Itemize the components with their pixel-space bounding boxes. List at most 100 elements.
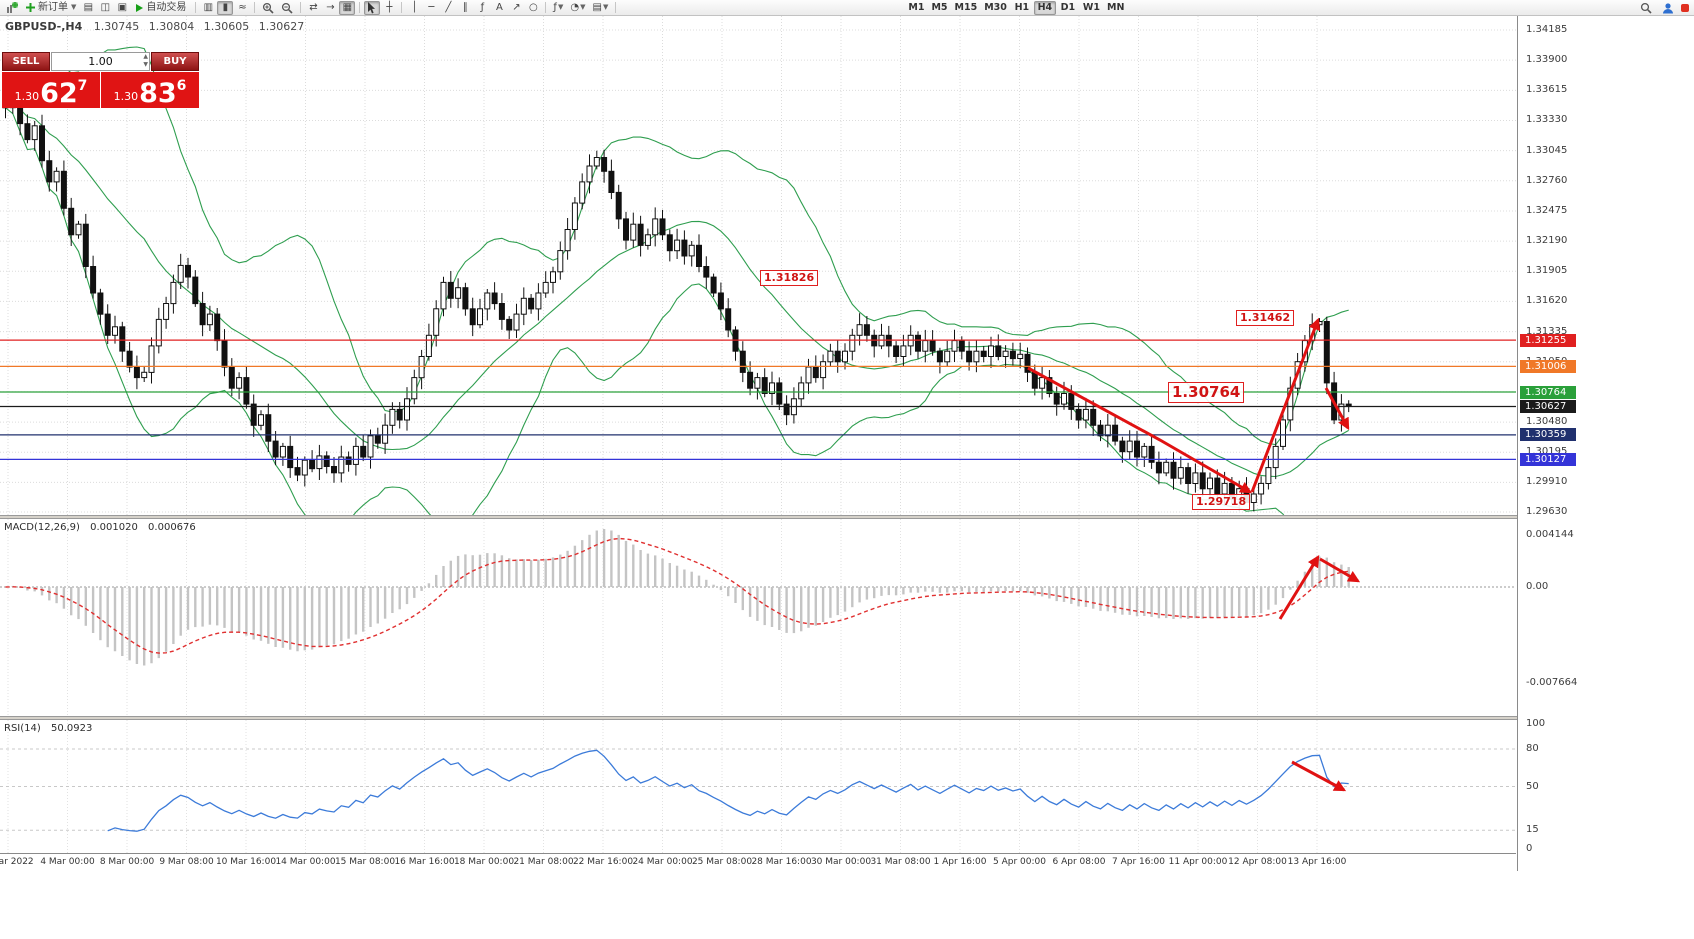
timeframe-m15[interactable]: M15 xyxy=(954,1,978,13)
trendline-tool[interactable]: ╱ xyxy=(445,1,452,13)
price-annotation[interactable]: 1.31462 xyxy=(1236,310,1295,326)
price-axis-label: 1.33330 xyxy=(1526,114,1568,126)
candle-chart-button[interactable]: ▮ xyxy=(217,0,234,15)
user-icon xyxy=(1663,2,1673,13)
chart-shift-button[interactable]: → xyxy=(326,1,335,13)
macd-label: MACD(12,26,9) 0.001020 0.000676 xyxy=(4,522,203,533)
price-level-tag: 1.31255 xyxy=(1520,333,1576,347)
volume-input[interactable]: 1.00 ▲ ▼ xyxy=(51,52,150,71)
toolbar-separator xyxy=(401,2,403,13)
time-axis-label: 31 Mar 08:00 xyxy=(870,857,931,867)
buy-price-point: 6 xyxy=(176,78,187,94)
rsi-canvas[interactable] xyxy=(0,720,1516,853)
price-axis-label: 1.29630 xyxy=(1526,506,1568,517)
new-order-button[interactable]: 新订单 ▼ xyxy=(22,1,79,15)
volume-spinner[interactable]: ▲ ▼ xyxy=(143,53,148,68)
price-axis-label: 1.33615 xyxy=(1526,84,1568,96)
autotrade-label: 自动交易 xyxy=(146,1,187,13)
zoom-out-button[interactable] xyxy=(278,1,296,15)
price-level-tag: 1.30764 xyxy=(1520,385,1576,399)
timeframe-m5[interactable]: M5 xyxy=(931,1,948,13)
price-axis-label: 1.32475 xyxy=(1526,204,1568,216)
timeframe-m30[interactable]: M30 xyxy=(984,1,1007,13)
crosshair-button[interactable]: ┼ xyxy=(386,1,393,13)
search-button[interactable] xyxy=(1637,1,1655,15)
cursor-button[interactable] xyxy=(364,0,381,15)
timeframe-w1[interactable]: W1 xyxy=(1082,1,1100,13)
sell-price-figure: 1.30 xyxy=(14,90,40,103)
periods-button[interactable]: ◔ ▼ xyxy=(570,1,586,13)
horizontal-line-tool[interactable]: ─ xyxy=(428,1,435,13)
search-icon xyxy=(1640,2,1652,14)
price-chart-canvas[interactable] xyxy=(0,16,1516,515)
zoom-in-button[interactable] xyxy=(259,1,277,15)
line-chart-button[interactable]: ≈ xyxy=(238,1,247,13)
panel-separator[interactable] xyxy=(0,716,1694,720)
plus-icon xyxy=(26,3,35,12)
templates-button[interactable]: ▤ ▼ xyxy=(592,1,609,13)
price-annotation[interactable]: 1.29718 xyxy=(1192,494,1251,510)
symbol-title: GBPUSD-,H4 xyxy=(5,20,83,33)
timeframe-m1[interactable]: M1 xyxy=(908,1,925,13)
time-axis-label: 25 Mar 08:00 xyxy=(691,857,753,867)
market-watch-button[interactable]: ▤ xyxy=(83,1,94,13)
play-icon xyxy=(136,3,144,12)
fibonacci-tool[interactable]: ƒ xyxy=(480,1,485,13)
terminal-button[interactable]: ▣ xyxy=(117,1,128,13)
new-chart-button[interactable] xyxy=(3,1,21,15)
buy-button[interactable]: BUY xyxy=(151,52,199,71)
price-level-tag: 1.30359 xyxy=(1520,428,1576,442)
price-scale[interactable]: 1.34185 1.33900 1.33615 1.33330 1.33045 1.327… xyxy=(1517,16,1694,871)
autotrade-button[interactable]: 自动交易 xyxy=(131,1,191,15)
macd-value-main: 0.001020 xyxy=(90,522,138,533)
shapes-tool[interactable]: ○ xyxy=(529,1,538,13)
notification-badge[interactable] xyxy=(1681,3,1689,12)
rsi-value: 50.0923 xyxy=(50,723,93,734)
time-axis-label: 16 Mar 16:00 xyxy=(394,857,455,867)
rsi-axis-label: 15 xyxy=(1526,824,1539,836)
price-annotation[interactable]: 1.30764 xyxy=(1168,382,1245,403)
indicators-button[interactable]: ƒ ▼ xyxy=(553,1,564,13)
price-chart-panel: GBPUSD-,H4 1.30745 1.30804 1.30605 1.306… xyxy=(0,16,1516,515)
toolbar-separator xyxy=(615,2,617,13)
time-axis[interactable]: 3 Mar 2022 4 Mar 00:00 8 Mar 00:00 9 Mar 08… xyxy=(0,853,1516,871)
timeframe-h4[interactable]: H4 xyxy=(1033,0,1056,15)
navigator-button[interactable]: ◫ xyxy=(100,1,111,13)
price-axis-label: 1.30480 xyxy=(1526,416,1568,428)
user-button[interactable] xyxy=(1659,1,1677,15)
bar-chart-button[interactable]: ▥ xyxy=(203,1,214,13)
timeframe-d1[interactable]: D1 xyxy=(1060,1,1076,13)
price-axis-label: 1.32760 xyxy=(1526,174,1568,186)
chart-ohlc-header: GBPUSD-,H4 1.30745 1.30804 1.30605 1.306… xyxy=(5,20,310,33)
bottom-space xyxy=(0,871,1694,939)
ohlc-close: 1.30627 xyxy=(258,20,305,33)
macd-panel: MACD(12,26,9) 0.001020 0.000676 xyxy=(0,519,1516,716)
rsi-axis-label: 0 xyxy=(1526,843,1533,854)
macd-title: MACD(12,26,9) xyxy=(4,522,80,533)
buy-price-display[interactable]: 1.30 83 6 xyxy=(101,72,199,108)
arrow-tool[interactable]: ↗ xyxy=(512,1,521,13)
panel-separator[interactable] xyxy=(0,515,1694,519)
time-axis-label: 11 Apr 00:00 xyxy=(1168,857,1228,867)
sell-price-display[interactable]: 1.30 62 7 xyxy=(2,72,100,108)
macd-axis-label: 0.00 xyxy=(1526,581,1549,592)
macd-canvas[interactable] xyxy=(0,519,1516,716)
vertical-line-tool[interactable]: │ xyxy=(411,1,418,13)
price-level-tag: 1.30627 xyxy=(1520,400,1576,413)
channel-tool[interactable]: ∥ xyxy=(462,1,468,13)
time-axis-label: 1 Apr 16:00 xyxy=(933,857,987,867)
text-tool[interactable]: A xyxy=(495,1,503,13)
time-axis-label: 10 Mar 16:00 xyxy=(215,857,277,867)
ohlc-low: 1.30605 xyxy=(203,20,250,33)
timeframe-mn[interactable]: MN xyxy=(1106,1,1125,13)
sell-button[interactable]: SELL xyxy=(2,52,50,71)
timeframe-h1[interactable]: H1 xyxy=(1014,1,1030,13)
time-axis-label: 30 Mar 00:00 xyxy=(810,857,872,867)
ohlc-open: 1.30745 xyxy=(93,20,140,33)
grid-button[interactable]: ▦ xyxy=(339,0,356,15)
autoscroll-button[interactable]: ⇄ xyxy=(309,1,318,13)
time-axis-label: 4 Mar 00:00 xyxy=(40,857,95,867)
price-annotation[interactable]: 1.31826 xyxy=(760,270,819,286)
toolbar-separator xyxy=(254,2,256,13)
toolbar-separator xyxy=(300,2,302,13)
